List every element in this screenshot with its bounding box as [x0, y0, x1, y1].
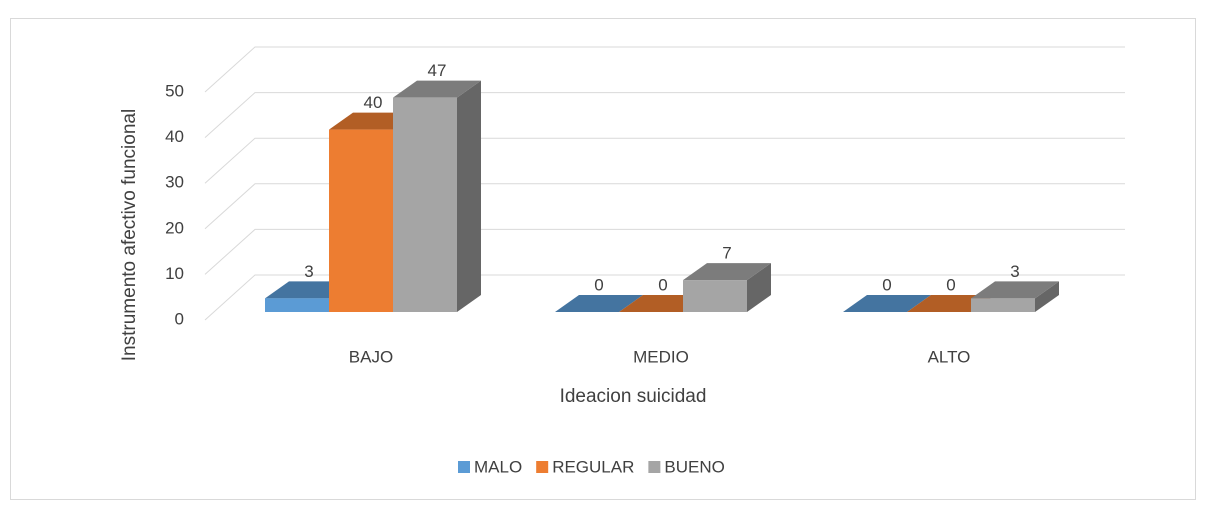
- bar-front: [329, 129, 393, 312]
- grid-line: [204, 228, 1125, 275]
- grid-line: [204, 137, 1125, 184]
- chart-frame: [10, 18, 1196, 500]
- data-label: 7: [722, 244, 731, 263]
- data-label: 47: [428, 61, 447, 80]
- legend-swatch: [458, 461, 470, 473]
- bar-top: [683, 263, 771, 281]
- bar: [555, 295, 643, 312]
- x-axis-title: Ideacion suicidad: [560, 386, 707, 407]
- bar-front: [683, 280, 747, 312]
- bar-front: [971, 298, 1035, 312]
- legend-label: MALO: [474, 457, 522, 476]
- grid-line: [204, 274, 1125, 321]
- x-tick-label: MEDIO: [633, 347, 689, 366]
- y-tick-label: 10: [165, 264, 184, 283]
- y-tick-label: 30: [165, 173, 184, 192]
- legend-label: BUENO: [664, 457, 724, 476]
- y-tick-label: 0: [175, 309, 184, 328]
- bar: [971, 281, 1059, 312]
- bar-side: [1035, 281, 1059, 312]
- data-label: 0: [658, 275, 667, 294]
- y-tick-label: 50: [165, 81, 184, 100]
- bar-top: [971, 281, 1059, 299]
- bar: [843, 295, 931, 312]
- bar: [683, 263, 771, 312]
- bar-top: [843, 295, 931, 312]
- grid-line: [204, 92, 1125, 138]
- y-tick-label: 20: [165, 218, 184, 237]
- bar-front: [393, 97, 457, 313]
- x-tick-label: ALTO: [928, 347, 971, 366]
- bar-top: [393, 80, 481, 98]
- data-label: 3: [304, 262, 313, 281]
- y-axis-title: Instrumento afectivo funcional: [119, 109, 140, 361]
- bar-side: [747, 263, 771, 312]
- legend-label: REGULAR: [552, 457, 634, 476]
- bar-side: [457, 80, 481, 313]
- data-label: 0: [594, 275, 603, 294]
- legend: MALO REGULAR BUENO: [458, 457, 725, 476]
- data-label: 0: [946, 275, 955, 294]
- grid-line: [204, 183, 1125, 230]
- legend-swatch: [648, 461, 661, 473]
- grid-line: [204, 46, 1125, 93]
- plot: 0 10 20 30 40 50 BAJO 3 40 47 MEDIO 0 0 7 ALTO 0 0 3: [165, 46, 1125, 366]
- y-tick-label: 40: [165, 127, 184, 146]
- x-tick-label: BAJO: [349, 347, 393, 366]
- legend-swatch: [536, 461, 549, 473]
- bar: [393, 80, 481, 313]
- data-label: 40: [364, 93, 383, 112]
- data-label: 3: [1010, 262, 1019, 281]
- bar-top: [555, 295, 643, 312]
- data-label: 0: [882, 275, 891, 294]
- bar-front: [265, 298, 329, 312]
